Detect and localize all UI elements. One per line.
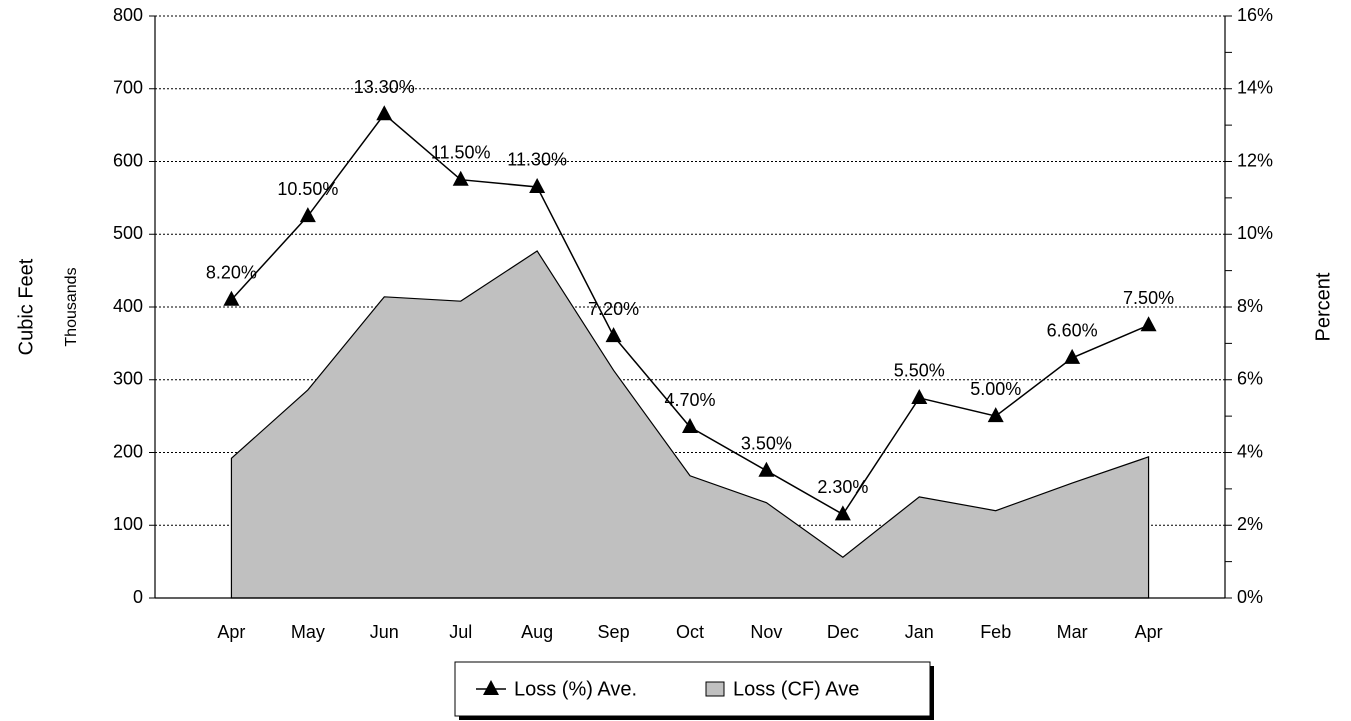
legend-box xyxy=(454,661,931,717)
legend-label: Loss (%) Ave. xyxy=(514,678,637,700)
marker xyxy=(758,461,775,477)
marker xyxy=(682,418,698,434)
x-tick-label: Jun xyxy=(370,622,399,642)
y-tick-label: 100 xyxy=(113,514,143,534)
data-label: 5.50% xyxy=(894,361,945,381)
legend-swatch xyxy=(705,681,725,697)
x-tick-label: Nov xyxy=(750,622,782,642)
y2-tick-label: 4% xyxy=(1237,441,1263,461)
marker xyxy=(223,290,240,306)
y-tick-label: 300 xyxy=(113,369,143,389)
marker xyxy=(834,505,851,521)
y2-tick-label: 12% xyxy=(1237,150,1273,170)
y-tick-label: 600 xyxy=(113,150,143,170)
marker xyxy=(1064,348,1081,364)
legend-label: Loss (CF) Ave xyxy=(733,678,859,700)
legend: Loss (%) Ave. Loss (CF) Ave xyxy=(454,661,934,720)
data-label: 2.30% xyxy=(817,477,868,497)
y-axis-subtitle: Thousands xyxy=(63,267,80,346)
marker xyxy=(529,177,546,193)
data-label: 7.50% xyxy=(1123,288,1174,308)
data-label: 3.50% xyxy=(741,433,792,453)
x-tick-label: Apr xyxy=(217,622,245,642)
y-tick-label: 800 xyxy=(113,5,143,25)
y-axis-title: Cubic Feet xyxy=(15,258,37,355)
y-tick-label: 200 xyxy=(113,441,143,461)
x-tick-label: Oct xyxy=(676,622,704,642)
data-label: 8.20% xyxy=(206,262,257,282)
marker xyxy=(1140,316,1157,332)
y2-tick-label: 16% xyxy=(1237,5,1273,25)
x-tick-label: Aug xyxy=(521,622,553,642)
marker xyxy=(911,388,928,404)
marker xyxy=(605,327,622,343)
y-tick-label: 0 xyxy=(133,587,143,607)
y-tick-label: 400 xyxy=(113,296,143,316)
data-label: 10.50% xyxy=(277,179,338,199)
data-label: 5.00% xyxy=(970,379,1021,399)
legend-marker xyxy=(483,680,499,695)
x-tick-label: Dec xyxy=(827,622,859,642)
x-tick-label: Feb xyxy=(980,622,1011,642)
x-tick-label: Jul xyxy=(449,622,472,642)
y-tick-label: 700 xyxy=(113,78,143,98)
y2-tick-label: 8% xyxy=(1237,296,1263,316)
data-label: 11.30% xyxy=(507,150,567,170)
marker xyxy=(376,105,393,121)
x-tick-label: May xyxy=(291,622,325,642)
y2-tick-label: 10% xyxy=(1237,223,1273,243)
data-label: 13.30% xyxy=(354,77,415,97)
data-label: 6.60% xyxy=(1047,321,1098,341)
marker xyxy=(987,407,1004,423)
x-tick-label: Jan xyxy=(905,622,934,642)
y2-tick-label: 14% xyxy=(1237,78,1273,98)
y2-axis-title: Percent xyxy=(1312,272,1334,341)
data-label: 11.50% xyxy=(431,142,491,162)
y-tick-label: 500 xyxy=(113,223,143,243)
marker xyxy=(452,170,469,186)
y2-tick-label: 6% xyxy=(1237,369,1263,389)
data-label: 7.20% xyxy=(588,299,639,319)
x-tick-label: Mar xyxy=(1057,622,1088,642)
y2-tick-label: 2% xyxy=(1237,514,1263,534)
y2-tick-label: 0% xyxy=(1237,587,1263,607)
area xyxy=(230,250,1150,599)
x-tick-label: Sep xyxy=(598,622,630,642)
data-label: 4.70% xyxy=(664,390,715,410)
x-tick-label: Apr xyxy=(1135,622,1163,642)
marker xyxy=(299,207,316,223)
